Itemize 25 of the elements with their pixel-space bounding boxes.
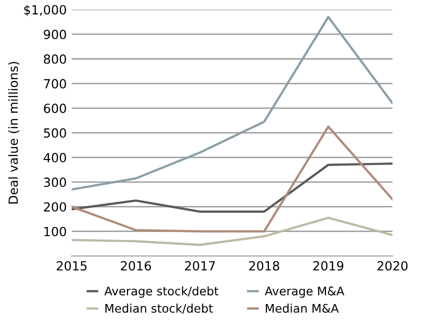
y-axis-title: Deal value (in millions) (8, 62, 20, 204)
y-tick-label: 800 (44, 54, 66, 64)
y-tick-label: 200 (44, 202, 66, 212)
legend-label: Average stock/debt (104, 286, 218, 298)
line-series (72, 216, 392, 246)
legend-label: Median stock/debt (105, 304, 213, 314)
y-tick-label: 900 (44, 30, 66, 40)
y-tick-label: 600 (44, 104, 66, 114)
line-series (72, 126, 392, 232)
line-series (72, 16, 392, 191)
y-tick-label: 400 (44, 152, 66, 162)
x-tick-label: 2017 (185, 261, 215, 271)
y-tick-label: 500 (44, 128, 66, 138)
x-tick-label: 2018 (249, 261, 280, 271)
legend-label: Median M&A (266, 304, 339, 313)
y-tick-label: $1,000 (24, 4, 66, 16)
y-tick-label: 100 (44, 226, 66, 236)
x-tick-label: 2020 (377, 261, 408, 271)
x-tick-label: 2016 (120, 261, 151, 271)
legend-label: Average M&A (264, 286, 344, 298)
y-tick-label: 700 (44, 78, 66, 88)
x-tick-label: 2015 (56, 261, 87, 271)
y-tick-label: 300 (44, 178, 66, 188)
line-series (72, 162, 392, 213)
x-tick-label: 2019 (313, 261, 344, 271)
